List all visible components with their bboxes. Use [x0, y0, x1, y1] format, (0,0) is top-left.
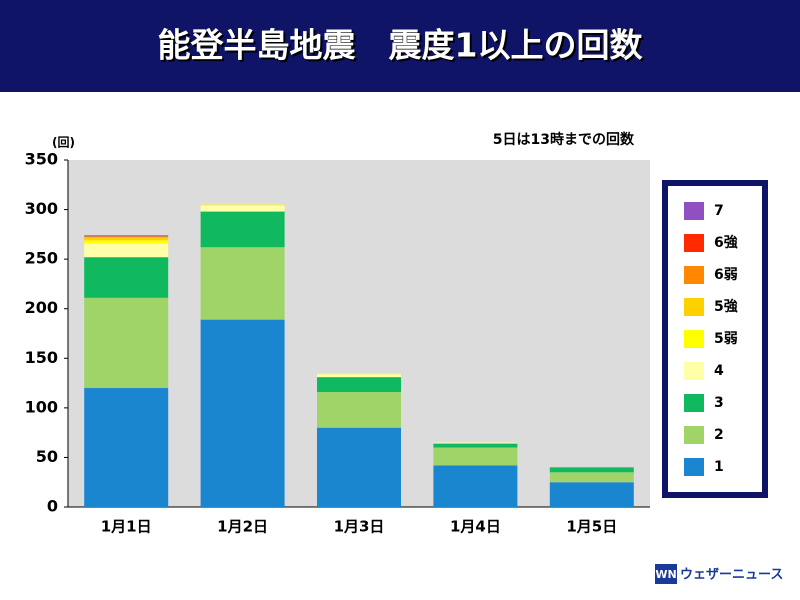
bar-segment [200, 211, 285, 248]
x-tick-label: 1月2日 [217, 518, 268, 536]
bar-segment [549, 482, 634, 507]
y-tick-label: 0 [47, 497, 58, 516]
bar-segment [84, 235, 169, 237]
bar-segment [84, 388, 169, 507]
bar-segment [317, 427, 401, 507]
bar-segment [433, 465, 518, 507]
y-tick-label: 50 [36, 447, 58, 466]
logo-icon-text: WN [655, 568, 676, 581]
legend-label: 1 [714, 459, 724, 475]
bar-segment [317, 373, 401, 375]
y-tick-label: 100 [25, 397, 58, 416]
legend-swatch [684, 458, 704, 476]
legend-swatch [684, 234, 704, 252]
logo-icon [655, 564, 677, 584]
bar-segment [433, 443, 518, 448]
bar-segment [200, 319, 285, 507]
title-shadow: 能登半島地震 震度1以上の回数 [160, 28, 646, 67]
bar-segment [317, 377, 401, 392]
legend-label: 6弱 [714, 267, 738, 283]
x-tick-label: 1月5日 [566, 518, 617, 536]
bar-segment [433, 447, 518, 466]
bar-segment [549, 467, 634, 473]
y-tick-label: 250 [25, 249, 58, 268]
y-tick-label: 150 [25, 348, 58, 367]
y-tick-label: 300 [25, 199, 58, 218]
legend-swatch [684, 394, 704, 412]
x-tick-label: 1月3日 [334, 518, 385, 536]
y-tick-label: 200 [25, 298, 58, 317]
logo-text: ウェザーニュース [680, 568, 783, 583]
bar-segment [433, 442, 518, 444]
legend-label: 2 [714, 427, 724, 443]
chart-title: 能登半島地震 震度1以上の回数 [158, 26, 644, 65]
legend-swatch [684, 298, 704, 316]
bar-segment [200, 204, 285, 206]
note: 5日は13時までの回数 [493, 131, 635, 148]
bar-segment [84, 240, 169, 244]
legend-label: 7 [714, 203, 724, 219]
bar-segment [84, 243, 169, 258]
x-tick-label: 1月1日 [101, 518, 152, 536]
legend-label: 5弱 [714, 331, 738, 347]
bar-segment [317, 391, 401, 428]
y-unit: (回) [52, 136, 75, 150]
legend-swatch [684, 426, 704, 444]
bar-segment [200, 247, 285, 320]
legend-label: 4 [714, 363, 724, 379]
legend-label: 5強 [714, 298, 738, 315]
bar-segment [84, 257, 169, 298]
bar-segment [84, 236, 169, 238]
legend-swatch [684, 330, 704, 348]
bar-segment [200, 205, 285, 212]
bar-segment [84, 297, 169, 389]
y-tick-label: 350 [25, 150, 58, 169]
x-tick-label: 1月4日 [450, 518, 501, 536]
legend-swatch [684, 362, 704, 380]
legend-label: 3 [714, 395, 724, 411]
logo: WN ウェザーニュース [655, 564, 783, 584]
legend-label: 6強 [714, 234, 738, 251]
legend-swatch [684, 266, 704, 284]
title-banner [0, 0, 800, 92]
legend-box [662, 180, 768, 498]
bar-segment [549, 472, 634, 483]
bar-segment [317, 374, 401, 378]
legend-swatch [684, 202, 704, 220]
bar-segment [84, 237, 169, 241]
